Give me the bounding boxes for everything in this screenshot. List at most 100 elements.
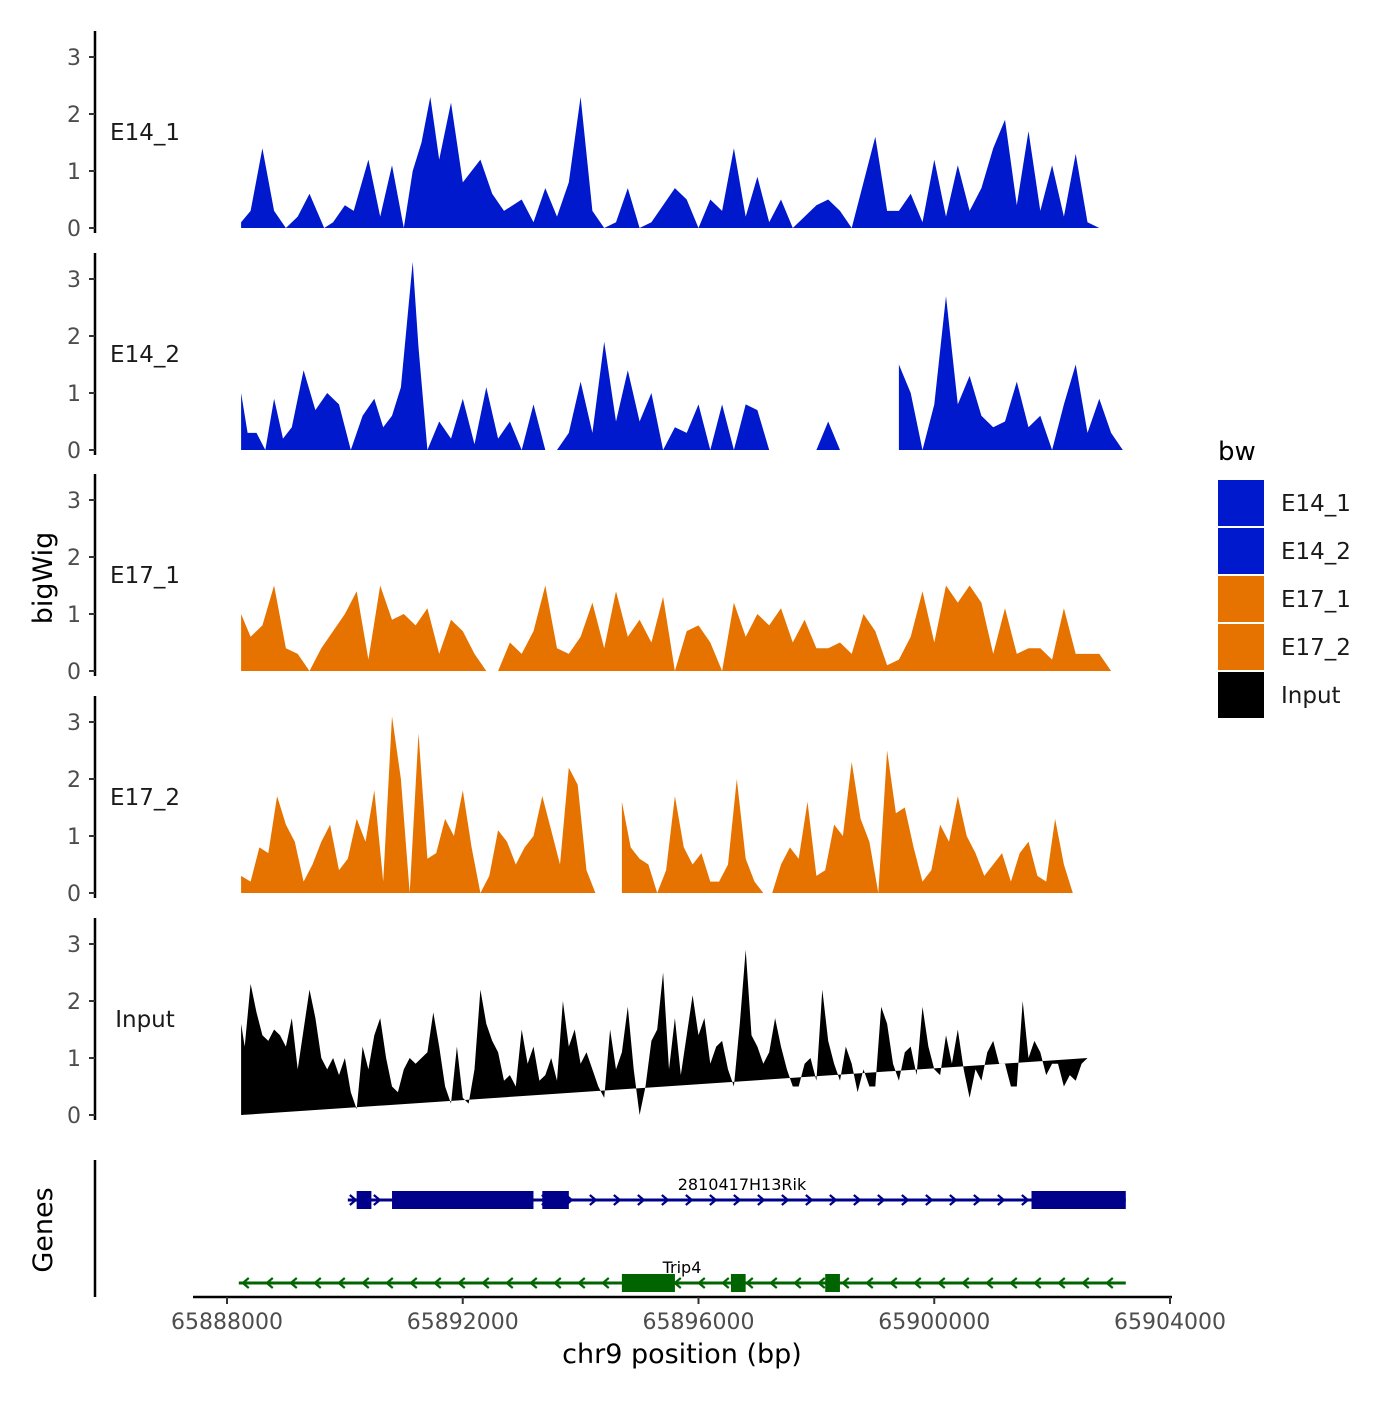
track-label: E17_2	[110, 785, 180, 811]
x-tick-label: 65900000	[878, 1310, 990, 1335]
coverage-tracks: 0 1 2 3 E14_1 0 1 2 3 E14_2 0 1 2 3 E17_1 0 1 2 3 E17_2 0 1 2 3…	[67, 31, 1126, 1129]
y-tick-label: 2	[67, 768, 81, 793]
legend-swatch-e17-1	[1218, 576, 1264, 622]
strand-arrow	[613, 1194, 622, 1206]
gene-2810417h13rik: 2810417H13Rik	[347, 1175, 1126, 1209]
coverage-area	[241, 716, 596, 893]
x-axis-title: chr9 position (bp)	[562, 1339, 802, 1370]
gene-exon	[825, 1274, 840, 1292]
strand-arrow	[265, 1277, 274, 1289]
strand-arrow	[949, 1194, 958, 1206]
strand-arrow	[361, 1277, 370, 1289]
y-tick-label: 1	[67, 1047, 81, 1072]
y-tick-label: 3	[67, 711, 81, 736]
legend-swatch-e14-2	[1218, 528, 1264, 574]
strand-arrow	[781, 1194, 790, 1206]
coverage-area	[241, 949, 1088, 1115]
y-tick-label: 3	[67, 46, 81, 71]
strand-arrow	[829, 1194, 838, 1206]
strand-arrow	[1009, 1277, 1018, 1289]
strand-arrow	[661, 1194, 670, 1206]
gene-exon	[621, 1274, 675, 1292]
track-panel-e14-2: 0 1 2 3 E14_2	[67, 253, 1123, 464]
track-panel-e17-1: 0 1 2 3 E17_1	[67, 474, 1123, 685]
strand-arrow	[1105, 1277, 1114, 1289]
strand-arrow	[685, 1194, 694, 1206]
y-tick-label: 3	[67, 268, 81, 293]
gene-exon	[392, 1191, 534, 1209]
x-tick-label: 65896000	[643, 1310, 755, 1335]
legend-title: bw	[1218, 437, 1256, 467]
strand-arrow	[1033, 1277, 1042, 1289]
legend: bw E14_1 E14_2 E17_1 E17_2 Input	[1218, 437, 1351, 718]
gene-exon	[356, 1191, 372, 1209]
track-label: E14_1	[110, 120, 180, 146]
strand-arrow	[409, 1277, 418, 1289]
gene-exon	[542, 1191, 569, 1209]
y-tick-label: 0	[67, 882, 81, 907]
x-axis: 65888000 65892000 65896000 65900000 65904000	[171, 1295, 1226, 1335]
strand-arrow	[1081, 1277, 1090, 1289]
strand-arrow	[577, 1277, 586, 1289]
x-tick-label: 65904000	[1114, 1310, 1226, 1335]
y-tick-label: 2	[67, 546, 81, 571]
legend-label: E17_2	[1281, 635, 1351, 661]
track-label: Input	[115, 1007, 175, 1033]
y-tick-label: 0	[67, 660, 81, 685]
strand-arrow	[349, 1194, 358, 1206]
legend-swatch-e17-2	[1218, 624, 1264, 670]
strand-arrow	[817, 1277, 826, 1289]
legend-label: Input	[1281, 683, 1341, 709]
y-tick-label: 1	[67, 382, 81, 407]
y-axis-title: bigWig	[28, 532, 59, 625]
strand-arrow	[1057, 1277, 1066, 1289]
x-tick-label: 65892000	[407, 1310, 519, 1335]
strand-arrow	[901, 1194, 910, 1206]
gene-exon	[1031, 1191, 1126, 1209]
strand-arrow	[337, 1277, 346, 1289]
strand-arrow	[529, 1277, 538, 1289]
strand-arrow	[757, 1194, 766, 1206]
strand-arrow	[1021, 1194, 1030, 1206]
strand-arrow	[709, 1194, 718, 1206]
gene-label: Trip4	[662, 1258, 702, 1277]
strand-arrow	[973, 1194, 982, 1206]
genes-panel: 2810417H13Rik Trip4	[93, 1160, 1126, 1297]
y-tick-label: 0	[67, 439, 81, 464]
genes-axis-title: Genes	[28, 1187, 59, 1272]
track-panel-input: 0 1 2 3 Input	[67, 918, 1088, 1129]
legend-swatch-e14-1	[1218, 480, 1264, 526]
strand-arrow	[937, 1277, 946, 1289]
strand-arrow	[601, 1277, 610, 1289]
strand-arrow	[913, 1277, 922, 1289]
strand-arrow	[553, 1277, 562, 1289]
strand-arrow	[889, 1277, 898, 1289]
strand-arrow	[589, 1194, 598, 1206]
strand-arrow	[385, 1277, 394, 1289]
y-tick-label: 1	[67, 825, 81, 850]
strand-arrow	[289, 1277, 298, 1289]
strand-arrow	[637, 1194, 646, 1206]
track-label: E14_2	[110, 342, 180, 368]
strand-arrow	[241, 1277, 250, 1289]
y-tick-label: 1	[67, 603, 81, 628]
strand-arrow	[853, 1194, 862, 1206]
strand-arrow	[805, 1194, 814, 1206]
strand-arrow	[697, 1277, 706, 1289]
strand-arrow	[313, 1277, 322, 1289]
strand-arrow	[433, 1277, 442, 1289]
y-tick-label: 2	[67, 325, 81, 350]
strand-arrow	[769, 1277, 778, 1289]
track-panel-e17-2: 0 1 2 3 E17_2	[67, 696, 1126, 907]
y-tick-label: 2	[67, 990, 81, 1015]
strand-arrow	[373, 1194, 382, 1206]
strand-arrow	[961, 1277, 970, 1289]
strand-arrow	[865, 1277, 874, 1289]
coverage-area	[241, 585, 1123, 671]
coverage-area	[241, 261, 841, 450]
strand-arrow	[481, 1277, 490, 1289]
gene-trip4: Trip4	[238, 1258, 1126, 1292]
legend-label: E17_1	[1281, 587, 1351, 613]
